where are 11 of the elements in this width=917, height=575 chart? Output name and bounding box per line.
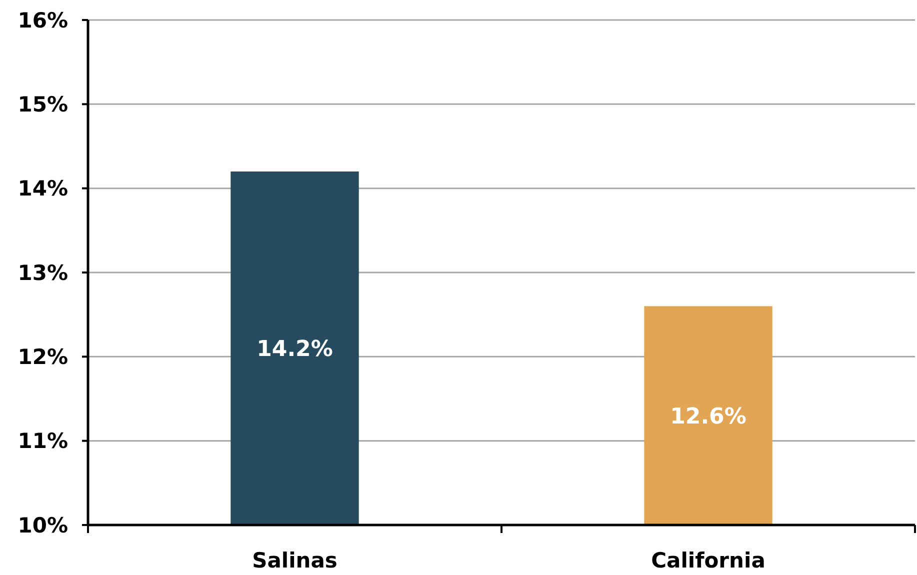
x-tick-label: California [651, 548, 766, 572]
y-tick-label: 11% [18, 429, 68, 454]
data-label: 14.2% [256, 336, 333, 362]
y-tick-label: 13% [18, 260, 68, 285]
y-tick-label: 12% [18, 345, 68, 370]
y-tick-label: 14% [18, 176, 68, 201]
y-tick-label: 10% [18, 513, 68, 538]
data-label: 12.6% [670, 404, 746, 430]
x-tick-label: Salinas [252, 548, 338, 572]
y-tick-label: 15% [18, 92, 68, 117]
y-tick-label: 16% [18, 8, 68, 32]
